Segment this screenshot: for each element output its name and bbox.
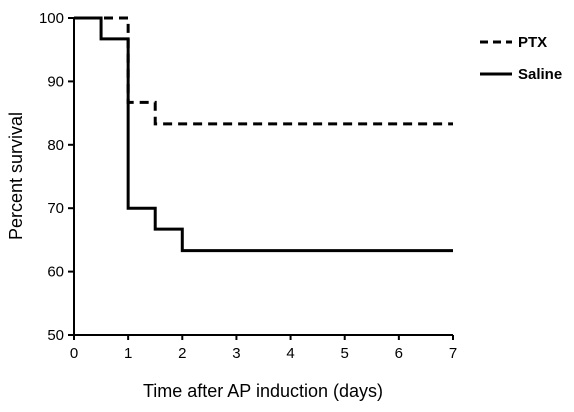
x-axis: 0 1 2 3 4 5 6 7 — [70, 335, 457, 362]
x-tick-label: 7 — [449, 345, 457, 362]
legend-label-ptx: PTX — [518, 34, 547, 51]
series-layer — [74, 18, 453, 251]
legend: PTX Saline — [480, 34, 562, 83]
y-tick-label: 70 — [47, 200, 64, 217]
y-tick-label: 80 — [47, 137, 64, 154]
x-tick-label: 6 — [395, 345, 403, 362]
y-axis: 50 60 70 80 90 100 — [39, 10, 74, 344]
x-tick-label: 1 — [124, 345, 132, 362]
x-tick-label: 4 — [286, 345, 294, 362]
x-tick-label: 2 — [178, 345, 186, 362]
y-tick-label: 100 — [39, 10, 64, 27]
x-axis-title: Time after AP induction (days) — [143, 381, 383, 401]
x-tick-label: 5 — [341, 345, 349, 362]
x-tick-label: 0 — [70, 345, 78, 362]
series-saline-line — [74, 18, 453, 251]
y-tick-label: 60 — [47, 264, 64, 281]
y-tick-label: 50 — [47, 327, 64, 344]
y-tick-label: 90 — [47, 73, 64, 90]
x-tick-label: 3 — [232, 345, 240, 362]
series-ptx-line — [74, 18, 453, 124]
y-axis-title: Percent survival — [6, 112, 26, 240]
legend-label-saline: Saline — [518, 66, 562, 83]
